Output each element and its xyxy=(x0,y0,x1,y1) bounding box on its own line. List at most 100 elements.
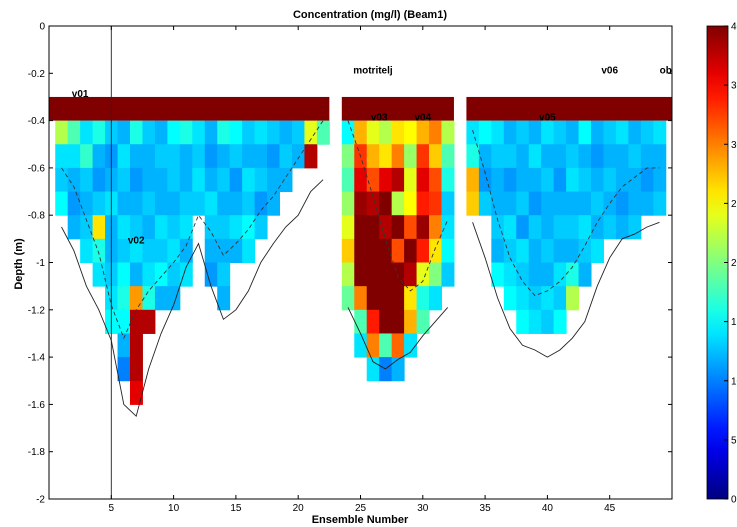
colorbar-tick-label: 25 xyxy=(731,199,737,210)
heatmap-cell xyxy=(67,144,81,169)
heatmap-cell xyxy=(528,286,542,311)
heatmap-cell xyxy=(553,238,567,263)
heatmap-cell xyxy=(566,262,580,287)
surface-bar xyxy=(466,96,672,121)
heatmap-cell xyxy=(167,215,181,240)
heatmap-cell xyxy=(466,167,480,193)
heatmap-cell xyxy=(229,167,243,193)
heatmap-cell xyxy=(591,191,604,216)
mean-depth-dashed-line xyxy=(472,129,660,297)
heatmap-cell xyxy=(142,120,156,145)
heatmap-cell xyxy=(366,167,380,193)
annotation-label: v02 xyxy=(128,236,145,247)
heatmap-cell xyxy=(391,286,405,311)
annotation-label: v01 xyxy=(72,89,89,100)
colorbar-tick-label: 35 xyxy=(731,81,737,92)
y-tick-label: -1.8 xyxy=(28,447,46,458)
heatmap-cell xyxy=(404,238,418,263)
y-tick-label: -1.2 xyxy=(28,305,46,316)
heatmap-cell xyxy=(55,191,69,216)
heatmap-cell xyxy=(429,286,442,311)
heatmap-cell xyxy=(254,120,268,145)
y-tick-label: -1 xyxy=(36,258,45,269)
heatmap-cell xyxy=(154,215,168,240)
heatmap-cell xyxy=(242,144,256,169)
heatmap-cell xyxy=(217,286,231,311)
heatmap-cell xyxy=(80,215,94,240)
surface-bar xyxy=(49,96,330,121)
annotation-label: v06 xyxy=(601,65,618,76)
heatmap-cell xyxy=(379,333,393,358)
heatmap-cell xyxy=(566,167,580,193)
heatmap-cell xyxy=(541,215,555,240)
heatmap-cell xyxy=(142,286,156,311)
bed-profile-line xyxy=(472,221,660,358)
heatmap-cell xyxy=(391,120,405,145)
heatmap-cell xyxy=(441,215,455,240)
heatmap-cell xyxy=(80,144,94,169)
heatmap-cell xyxy=(179,167,193,193)
heatmap-cell xyxy=(503,120,517,145)
heatmap-cell xyxy=(491,144,505,169)
heatmap-cell xyxy=(267,144,281,169)
heatmap-cell xyxy=(591,120,604,145)
heatmap-cell xyxy=(179,215,193,240)
heatmap-cell xyxy=(566,286,580,311)
heatmap-cell xyxy=(366,215,380,240)
heatmap-cell xyxy=(192,191,206,216)
heatmap-cell xyxy=(541,262,555,287)
heatmap-cell xyxy=(566,215,580,240)
heatmap-cell xyxy=(491,120,505,145)
heatmap-cell xyxy=(391,191,405,216)
x-tick-label: 5 xyxy=(109,503,115,514)
heatmap-cell xyxy=(478,144,492,169)
heatmap-cell xyxy=(441,191,455,216)
heatmap-cell xyxy=(192,144,206,169)
heatmap-cell xyxy=(528,120,542,145)
heatmap-cell xyxy=(516,262,530,287)
heatmap-cell xyxy=(154,262,168,287)
heatmap-cell xyxy=(204,144,218,169)
profile-lines xyxy=(61,26,660,499)
heatmap-cell xyxy=(516,215,530,240)
heatmap-cell xyxy=(217,215,231,240)
heatmap-cell xyxy=(416,309,430,334)
heatmap-cell xyxy=(466,144,480,169)
heatmap-cell xyxy=(491,238,505,263)
heatmap-cell xyxy=(117,238,131,263)
heatmap-cell xyxy=(615,144,629,169)
heatmap-cell xyxy=(553,167,567,193)
heatmap-cell xyxy=(242,191,256,216)
heatmap-cell xyxy=(366,333,380,358)
heatmap-cells xyxy=(55,120,667,405)
heatmap-cell xyxy=(503,144,517,169)
heatmap-cell xyxy=(528,191,542,216)
heatmap-cell xyxy=(92,144,106,169)
heatmap-cell xyxy=(366,286,380,311)
heatmap-cell xyxy=(578,191,592,216)
heatmap-cell xyxy=(117,357,131,382)
heatmap-cell xyxy=(553,286,567,311)
heatmap-cell xyxy=(466,191,480,216)
heatmap-cell xyxy=(429,238,442,263)
heatmap-cell xyxy=(117,144,131,169)
heatmap-cell xyxy=(354,215,368,240)
heatmap-cell xyxy=(404,167,418,193)
heatmap-cell xyxy=(653,120,667,145)
heatmap-cell xyxy=(628,191,642,216)
heatmap-cell xyxy=(416,120,430,145)
heatmap-cell xyxy=(341,144,355,169)
heatmap-cell xyxy=(591,144,604,169)
heatmap-cell xyxy=(391,333,405,358)
heatmap-cell xyxy=(229,238,243,263)
heatmap-cell xyxy=(229,191,243,216)
heatmap-cell xyxy=(67,191,81,216)
heatmap-cell xyxy=(291,120,305,145)
heatmap-cell xyxy=(528,167,542,193)
heatmap-cell xyxy=(416,238,430,263)
heatmap-cell xyxy=(429,144,442,169)
heatmap-cell xyxy=(217,167,231,193)
heatmap-cell xyxy=(441,144,455,169)
heatmap-cell xyxy=(80,238,94,263)
heatmap-cell xyxy=(366,191,380,216)
